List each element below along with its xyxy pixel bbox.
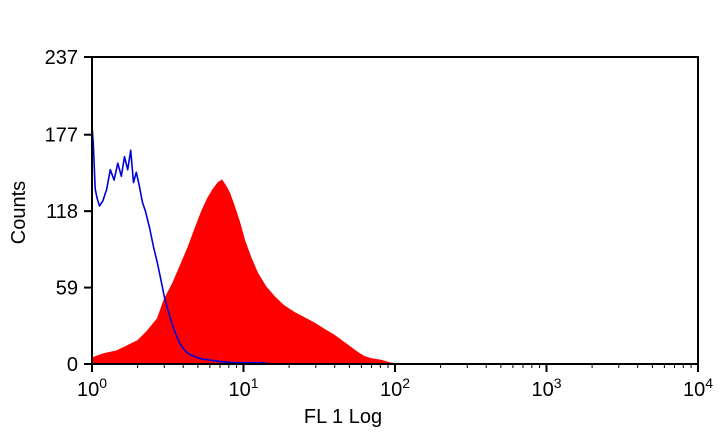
y-tick-label: 118 — [46, 201, 78, 223]
y-tick-label: 0 — [67, 354, 78, 376]
y-axis-title: Counts — [8, 181, 30, 244]
x-tick-label: 102 — [380, 375, 410, 401]
data-layer — [91, 125, 397, 365]
plot-frame — [91, 56, 699, 365]
y-tick-label: 237 — [45, 47, 78, 69]
x-axis-title: FL 1 Log — [304, 406, 382, 428]
x-tick-label: 101 — [228, 375, 258, 401]
axis-layer: 0 59 118 177 237 100 101 102 103 104 — [45, 47, 714, 401]
x-tick-label: 104 — [683, 375, 713, 401]
y-tick-label: 59 — [56, 278, 78, 300]
x-tick-label: 103 — [531, 375, 561, 401]
y-tick-label: 177 — [45, 125, 78, 147]
series-0-area — [92, 179, 397, 365]
x-tick-label: 100 — [77, 375, 107, 401]
series-1-line — [91, 125, 290, 365]
